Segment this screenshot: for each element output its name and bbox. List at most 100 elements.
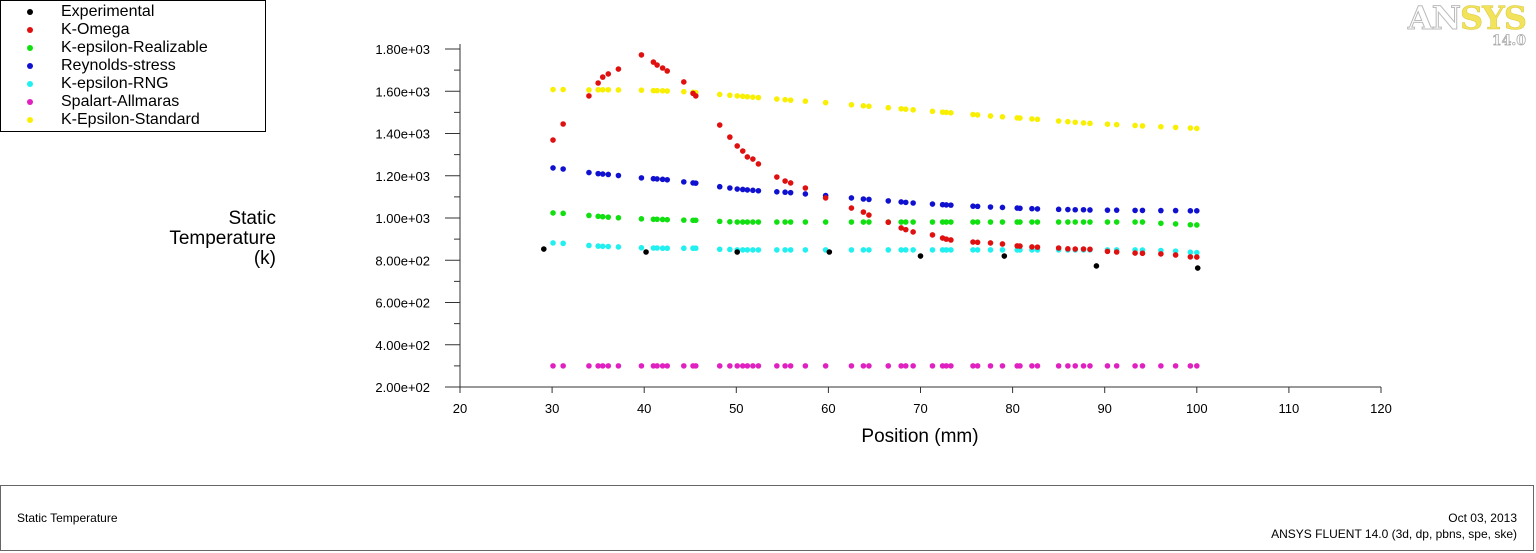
data-point bbox=[1172, 252, 1179, 258]
y-axis-label-line: Temperature bbox=[169, 228, 276, 249]
data-point bbox=[599, 171, 606, 177]
legend-marker bbox=[27, 81, 33, 87]
data-point bbox=[659, 216, 666, 223]
data-point bbox=[599, 243, 606, 250]
y-tick-label: 8.00e+02 bbox=[375, 253, 430, 268]
legend-label: Spalart-Allmaras bbox=[61, 93, 180, 110]
data-point bbox=[885, 104, 892, 111]
data-point bbox=[744, 93, 751, 100]
data-point bbox=[1187, 221, 1194, 228]
data-point bbox=[659, 88, 666, 94]
legend-item: Experimental bbox=[1, 3, 267, 21]
data-point bbox=[1139, 363, 1146, 369]
data-point bbox=[654, 62, 660, 68]
data-point bbox=[885, 363, 892, 369]
legend-label: Experimental bbox=[61, 3, 155, 20]
data-point bbox=[615, 172, 622, 179]
data-point bbox=[910, 219, 916, 225]
x-tick-label: 70 bbox=[913, 401, 927, 416]
x-tick-label: 40 bbox=[637, 401, 651, 416]
data-point bbox=[787, 247, 794, 253]
data-point bbox=[1187, 125, 1194, 131]
data-point bbox=[1017, 115, 1023, 121]
data-point bbox=[638, 175, 645, 181]
legend-item: K-epsilon-Realizable bbox=[1, 39, 267, 57]
data-point bbox=[1072, 219, 1079, 225]
data-point bbox=[755, 219, 762, 225]
logo-version: 14.0 bbox=[1491, 33, 1526, 50]
data-point bbox=[910, 363, 916, 369]
data-point bbox=[755, 247, 762, 253]
data-point bbox=[902, 199, 909, 206]
data-point bbox=[1055, 363, 1062, 369]
data-point bbox=[727, 363, 733, 369]
x-tick-label: 60 bbox=[821, 401, 835, 416]
data-point bbox=[999, 219, 1006, 225]
data-point bbox=[866, 247, 872, 253]
data-point bbox=[948, 363, 954, 369]
data-point bbox=[586, 212, 592, 219]
data-point bbox=[787, 363, 794, 369]
data-point bbox=[550, 86, 556, 93]
x-tick-label: 90 bbox=[1097, 401, 1111, 416]
data-point bbox=[615, 214, 622, 221]
footer-title: Static Temperature bbox=[17, 511, 118, 525]
data-point bbox=[866, 103, 872, 110]
data-point bbox=[1139, 219, 1146, 225]
data-point bbox=[739, 219, 746, 225]
data-point bbox=[643, 249, 649, 255]
data-point bbox=[822, 99, 829, 106]
data-point bbox=[826, 249, 833, 255]
data-point bbox=[787, 219, 794, 225]
y-axis-label: Static Temperature (k) bbox=[169, 209, 276, 269]
data-point bbox=[999, 363, 1006, 369]
data-point bbox=[1017, 243, 1023, 249]
data-point bbox=[595, 213, 601, 220]
legend-label: K-epsilon-RNG bbox=[61, 75, 169, 92]
data-point bbox=[692, 245, 699, 252]
data-point bbox=[1065, 246, 1071, 252]
data-point bbox=[595, 80, 601, 86]
legend-marker bbox=[27, 27, 33, 33]
data-point bbox=[970, 111, 976, 118]
data-point bbox=[595, 243, 601, 249]
data-point bbox=[787, 97, 794, 103]
data-point bbox=[898, 363, 904, 369]
data-point bbox=[1072, 246, 1079, 252]
data-point bbox=[659, 65, 666, 71]
data-point bbox=[734, 186, 741, 192]
data-point bbox=[1113, 207, 1120, 213]
data-point bbox=[774, 174, 780, 180]
data-point bbox=[727, 92, 733, 99]
data-point bbox=[1132, 122, 1138, 129]
legend-label: Reynolds-stress bbox=[61, 57, 176, 74]
data-point bbox=[1113, 363, 1120, 369]
data-point bbox=[885, 247, 892, 253]
data-point bbox=[550, 137, 556, 143]
data-point bbox=[1080, 206, 1087, 213]
data-point bbox=[1172, 363, 1179, 369]
data-point bbox=[654, 87, 660, 94]
data-point bbox=[1194, 222, 1200, 228]
data-point bbox=[560, 363, 566, 369]
data-point bbox=[692, 363, 699, 369]
data-point bbox=[929, 219, 936, 225]
data-point bbox=[987, 219, 994, 225]
data-point bbox=[560, 210, 566, 217]
x-tick-label: 110 bbox=[1279, 401, 1300, 416]
y-axis-label-line: Static bbox=[228, 208, 276, 229]
data-point bbox=[860, 103, 867, 109]
data-point bbox=[541, 246, 547, 252]
data-point bbox=[999, 114, 1006, 120]
data-point bbox=[974, 239, 981, 246]
data-point bbox=[654, 363, 660, 369]
data-point bbox=[744, 247, 751, 253]
series-experimental bbox=[541, 246, 1201, 271]
data-point bbox=[948, 109, 954, 116]
data-point bbox=[1034, 219, 1041, 225]
data-point bbox=[654, 176, 660, 182]
data-point bbox=[860, 247, 867, 253]
data-point bbox=[586, 242, 592, 249]
data-point bbox=[987, 204, 994, 210]
y-tick-label: 6.00e+02 bbox=[375, 296, 430, 311]
